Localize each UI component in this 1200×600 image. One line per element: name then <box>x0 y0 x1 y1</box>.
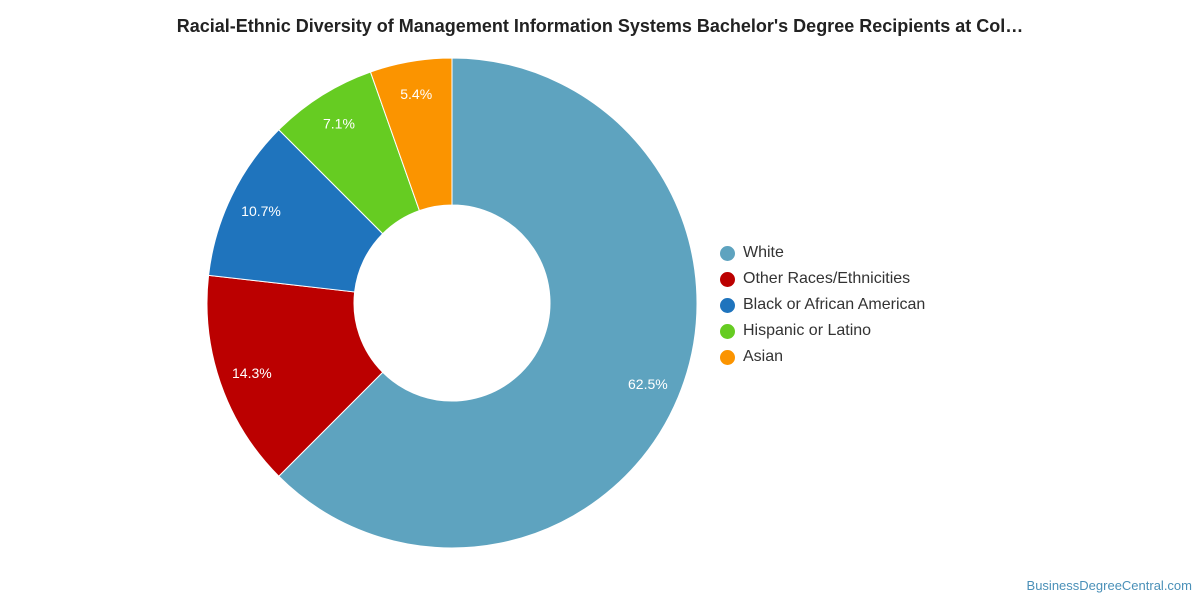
source-credit[interactable]: BusinessDegreeCentral.com <box>1026 578 1192 593</box>
donut-slice-4[interactable] <box>369 57 453 212</box>
slice-label-3: 7.1% <box>323 116 355 132</box>
legend-swatch-0 <box>720 245 735 261</box>
slice-label-0: 62.5% <box>628 376 668 392</box>
donut-slice-2[interactable] <box>208 129 384 293</box>
legend-label-1: Other Races/Ethnicities <box>743 270 911 287</box>
slice-label-2: 10.7% <box>241 203 281 219</box>
legend-swatch-3 <box>720 323 735 339</box>
legend-item-4[interactable]: Asian <box>720 344 925 370</box>
legend-item-2[interactable]: Black or African American <box>720 292 925 318</box>
slice-label-1: 14.3% <box>232 365 272 381</box>
chart-title: Racial-Ethnic Diversity of Management In… <box>176 16 1024 36</box>
legend-swatch-2 <box>720 297 735 313</box>
legend-label-2: Black or African American <box>743 296 926 313</box>
chart-legend: White Other Races/Ethnicities Black or Afr… <box>720 240 925 370</box>
legend-swatch-4 <box>720 349 735 365</box>
donut-slice-1[interactable] <box>206 274 384 477</box>
legend-item-1[interactable]: Other Races/Ethnicities <box>720 266 925 292</box>
slice-label-4: 5.4% <box>400 86 432 102</box>
legend-item-0[interactable]: White <box>720 240 925 266</box>
donut-slice-0[interactable] <box>278 57 698 549</box>
legend-swatch-1 <box>720 271 735 287</box>
legend-item-3[interactable]: Hispanic or Latino <box>720 318 925 344</box>
legend-label-3: Hispanic or Latino <box>743 322 872 339</box>
legend-label-4: Asian <box>743 348 784 365</box>
legend-label-0: White <box>743 244 784 261</box>
